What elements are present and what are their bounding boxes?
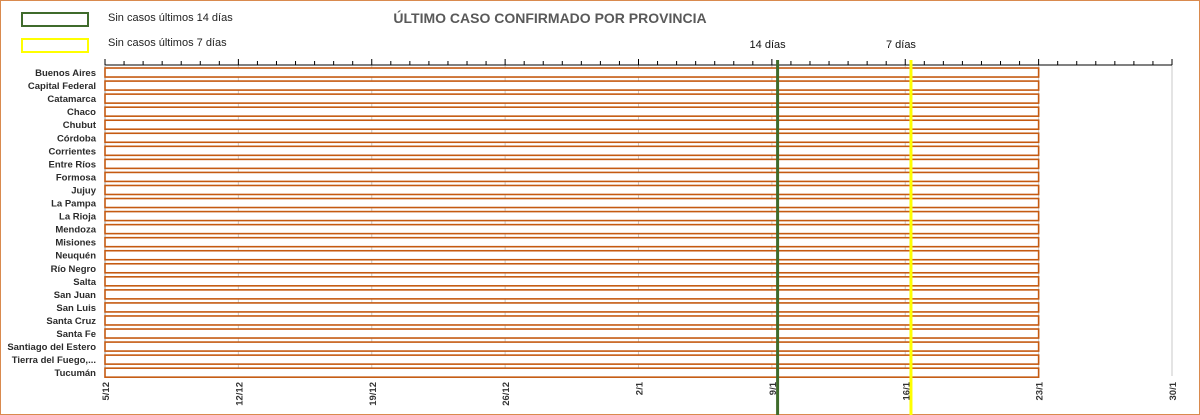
bar-15 <box>104 262 1040 274</box>
bar-22 <box>104 354 1040 365</box>
bar-14 <box>104 249 1040 261</box>
category-label: San Luis <box>56 303 96 314</box>
bar-20 <box>104 328 1040 339</box>
category-label: Jujuy <box>71 185 97 196</box>
x-tick-label: 30/1 <box>1168 381 1179 400</box>
category-label: Corrientes <box>48 146 96 157</box>
x-tick-label: 19/12 <box>368 382 379 406</box>
category-label: San Juan <box>54 290 96 301</box>
marker-label: 7 días <box>886 39 916 51</box>
legend-label-7-days: Sin casos últimos 7 días <box>108 37 227 49</box>
category-label: Tucumán <box>54 368 96 379</box>
category-label: Salta <box>73 277 96 288</box>
category-label: Mendoza <box>55 225 96 236</box>
x-tick-label: 23/1 <box>1035 381 1046 400</box>
chart-title: ÚLTIMO CASO CONFIRMADO POR PROVINCIA <box>393 10 707 26</box>
legend-swatch-14-days <box>21 12 89 27</box>
bar-2 <box>104 93 1040 104</box>
bar-23 <box>104 367 1040 378</box>
bar-10 <box>104 197 1040 209</box>
bar-18 <box>104 302 1040 313</box>
x-tick-label: 5/12 <box>101 382 112 401</box>
bar-5 <box>104 132 1040 144</box>
category-label: Santa Cruz <box>46 316 96 327</box>
category-label: Formosa <box>56 172 97 183</box>
category-label: Córdoba <box>57 133 97 144</box>
bar-17 <box>104 289 1040 300</box>
bar-0 <box>104 67 1040 78</box>
bar-6 <box>104 145 1040 157</box>
legend-label-14-days: Sin casos últimos 14 días <box>108 12 233 24</box>
bar-21 <box>104 341 1040 352</box>
category-label: Chaco <box>67 107 96 118</box>
bar-19 <box>104 315 1040 326</box>
bar-3 <box>104 106 1040 117</box>
x-tick-label: 26/12 <box>501 382 512 406</box>
x-tick-label: 16/1 <box>901 381 912 400</box>
category-label: Tierra del Fuego,... <box>12 355 96 366</box>
legend-swatch-7-days <box>21 38 89 53</box>
x-tick-label: 9/1 <box>768 381 779 395</box>
bar-11 <box>104 210 1040 222</box>
category-label: Entre Ríos <box>48 159 96 170</box>
category-label: Neuquén <box>55 251 96 262</box>
category-label: Misiones <box>55 238 96 249</box>
bar-13 <box>104 236 1040 248</box>
bar-12 <box>104 223 1040 235</box>
marker-label: 14 días <box>750 39 787 51</box>
bar-1 <box>104 80 1040 91</box>
bar-9 <box>104 184 1040 196</box>
x-tick-label: 12/12 <box>234 382 245 406</box>
bar-4 <box>104 119 1040 131</box>
x-tick-label: 2/1 <box>635 381 646 395</box>
bar-8 <box>104 171 1040 183</box>
category-label: Capital Federal <box>28 81 96 92</box>
bar-7 <box>104 158 1040 170</box>
bar-16 <box>104 276 1040 287</box>
category-label: Santiago del Estero <box>7 342 96 353</box>
category-label: Buenos Aires <box>35 68 96 79</box>
category-label: Santa Fe <box>56 329 96 340</box>
category-label: Chubut <box>63 120 97 131</box>
category-label: La Pampa <box>51 199 97 210</box>
category-label: La Rioja <box>59 212 97 223</box>
category-label: Catamarca <box>47 94 96 105</box>
category-label: Río Negro <box>51 264 97 275</box>
